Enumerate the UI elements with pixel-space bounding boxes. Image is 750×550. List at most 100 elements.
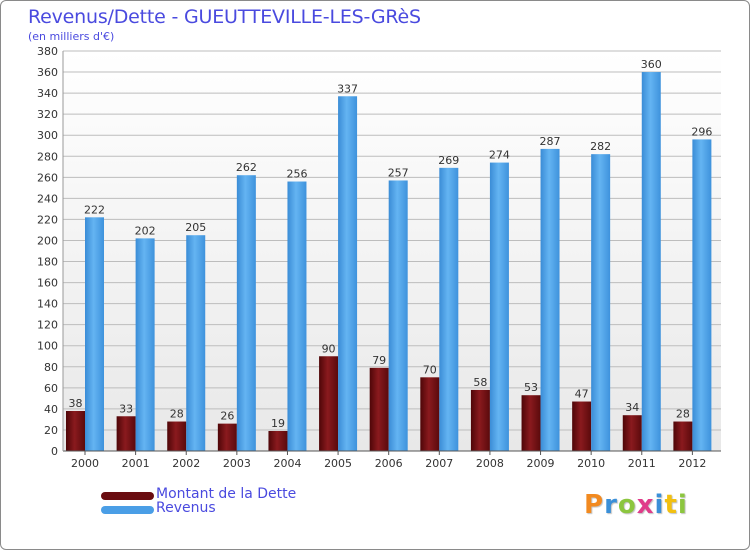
bar-dette (369, 367, 389, 451)
y-tick-label: 100 (37, 340, 58, 353)
y-tick-label: 60 (44, 382, 58, 395)
bar-dette (420, 377, 440, 451)
x-tick-label: 2007 (425, 457, 453, 470)
bar-dette (268, 431, 288, 451)
bar-revenus (489, 162, 509, 451)
y-tick-label: 200 (37, 234, 58, 247)
data-label: 274 (489, 149, 510, 162)
proxiti-logo: Proxiti (584, 490, 688, 520)
data-label: 28 (170, 408, 184, 421)
data-label: 296 (691, 125, 712, 138)
y-tick-label: 160 (37, 277, 58, 290)
data-label: 26 (220, 410, 234, 423)
logo-letter: t (664, 490, 678, 520)
bars (66, 72, 712, 452)
data-label: 257 (388, 166, 409, 179)
bar-revenus (287, 181, 307, 452)
logo-letter: r (604, 490, 618, 520)
bar-revenus (591, 154, 611, 451)
y-tick-label: 260 (37, 171, 58, 184)
legend-swatch-revenus (101, 506, 154, 514)
bar-revenus (236, 175, 256, 452)
bar-dette (66, 411, 85, 451)
data-label: 19 (271, 417, 285, 430)
bar-revenus (692, 139, 712, 451)
data-label: 360 (641, 58, 662, 71)
y-tick-label: 20 (44, 424, 58, 437)
logo-letter: o (617, 490, 637, 520)
y-tick-label: 360 (37, 66, 58, 79)
bar-dette (673, 421, 693, 451)
data-label: 79 (372, 354, 386, 367)
y-tick-label: 180 (37, 256, 58, 269)
y-tick-label: 140 (37, 298, 58, 311)
data-label: 38 (69, 397, 83, 410)
legend-label-dette: Montant de la Dette (156, 486, 297, 502)
x-tick-label: 2006 (375, 457, 403, 470)
data-label: 53 (524, 381, 538, 394)
x-tick-label: 2008 (476, 457, 504, 470)
x-tick-label: 2002 (172, 457, 200, 470)
bar-dette (217, 423, 237, 451)
logo-letter: x (636, 490, 655, 520)
data-label: 287 (540, 135, 561, 148)
x-tick-label: 2003 (223, 457, 251, 470)
y-tick-label: 80 (44, 361, 58, 374)
legend-label-revenus: Revenus (156, 500, 216, 516)
x-tick-label: 2000 (71, 457, 99, 470)
y-tick-label: 340 (37, 87, 58, 100)
y-axis-ticks: 0 20 40 60 80 100 120 140 160 180 200 220 240 260 280 3… (37, 45, 58, 458)
y-tick-label: 40 (44, 403, 58, 416)
data-label: 262 (236, 161, 257, 174)
data-label: 269 (438, 154, 459, 167)
logo-letter: i (677, 490, 688, 520)
y-tick-label: 300 (37, 129, 58, 142)
bar-revenus (135, 238, 155, 451)
y-tick-label: 220 (37, 213, 58, 226)
data-labels: 38 222 33 202 28 205 26 262 19 256 90 337 79 257 70 269… (69, 58, 713, 430)
x-tick-label: 2011 (628, 457, 656, 470)
data-label: 337 (337, 82, 358, 95)
data-label: 34 (625, 401, 639, 414)
data-label: 205 (185, 221, 206, 234)
legend-swatch-dette (101, 492, 154, 500)
bar-revenus (388, 180, 408, 451)
y-tick-label: 240 (37, 192, 58, 205)
bar-revenus (439, 167, 459, 451)
bar-revenus (85, 217, 104, 451)
bar-revenus (338, 96, 358, 452)
y-tick-label: 0 (51, 445, 58, 458)
data-label: 70 (423, 363, 437, 376)
bar-revenus (641, 72, 661, 451)
bar-dette (319, 356, 339, 451)
logo-letter: i (654, 490, 665, 520)
chart-title: Revenus/Dette - GUEUTTEVILLE-LES-GRèS (28, 6, 421, 28)
bar-dette (572, 401, 592, 451)
x-axis-ticks: 2000 2001 2002 2003 2004 2005 2006 2007 2008 2009… (71, 451, 706, 470)
bar-dette (470, 389, 490, 451)
x-tick-label: 2004 (273, 457, 301, 470)
data-label: 28 (676, 408, 690, 421)
y-tick-label: 380 (37, 45, 58, 58)
bar-dette (116, 416, 136, 451)
data-label: 282 (590, 140, 611, 153)
y-tick-label: 120 (37, 319, 58, 332)
bar-revenus (540, 148, 560, 452)
logo-letter: P (584, 490, 605, 520)
x-tick-label: 2001 (122, 457, 150, 470)
data-label: 58 (473, 376, 487, 389)
data-label: 202 (135, 224, 156, 237)
y-tick-label: 320 (37, 108, 58, 121)
data-label: 33 (119, 402, 133, 415)
bar-dette (622, 415, 642, 451)
chart-subtitle: (en milliers d'€) (28, 30, 115, 43)
bar-revenus (186, 235, 206, 451)
x-tick-label: 2012 (678, 457, 706, 470)
data-label: 222 (84, 203, 105, 216)
data-label: 47 (575, 388, 589, 401)
y-tick-label: 280 (37, 150, 58, 163)
data-label: 90 (322, 342, 336, 355)
x-tick-label: 2009 (527, 457, 555, 470)
